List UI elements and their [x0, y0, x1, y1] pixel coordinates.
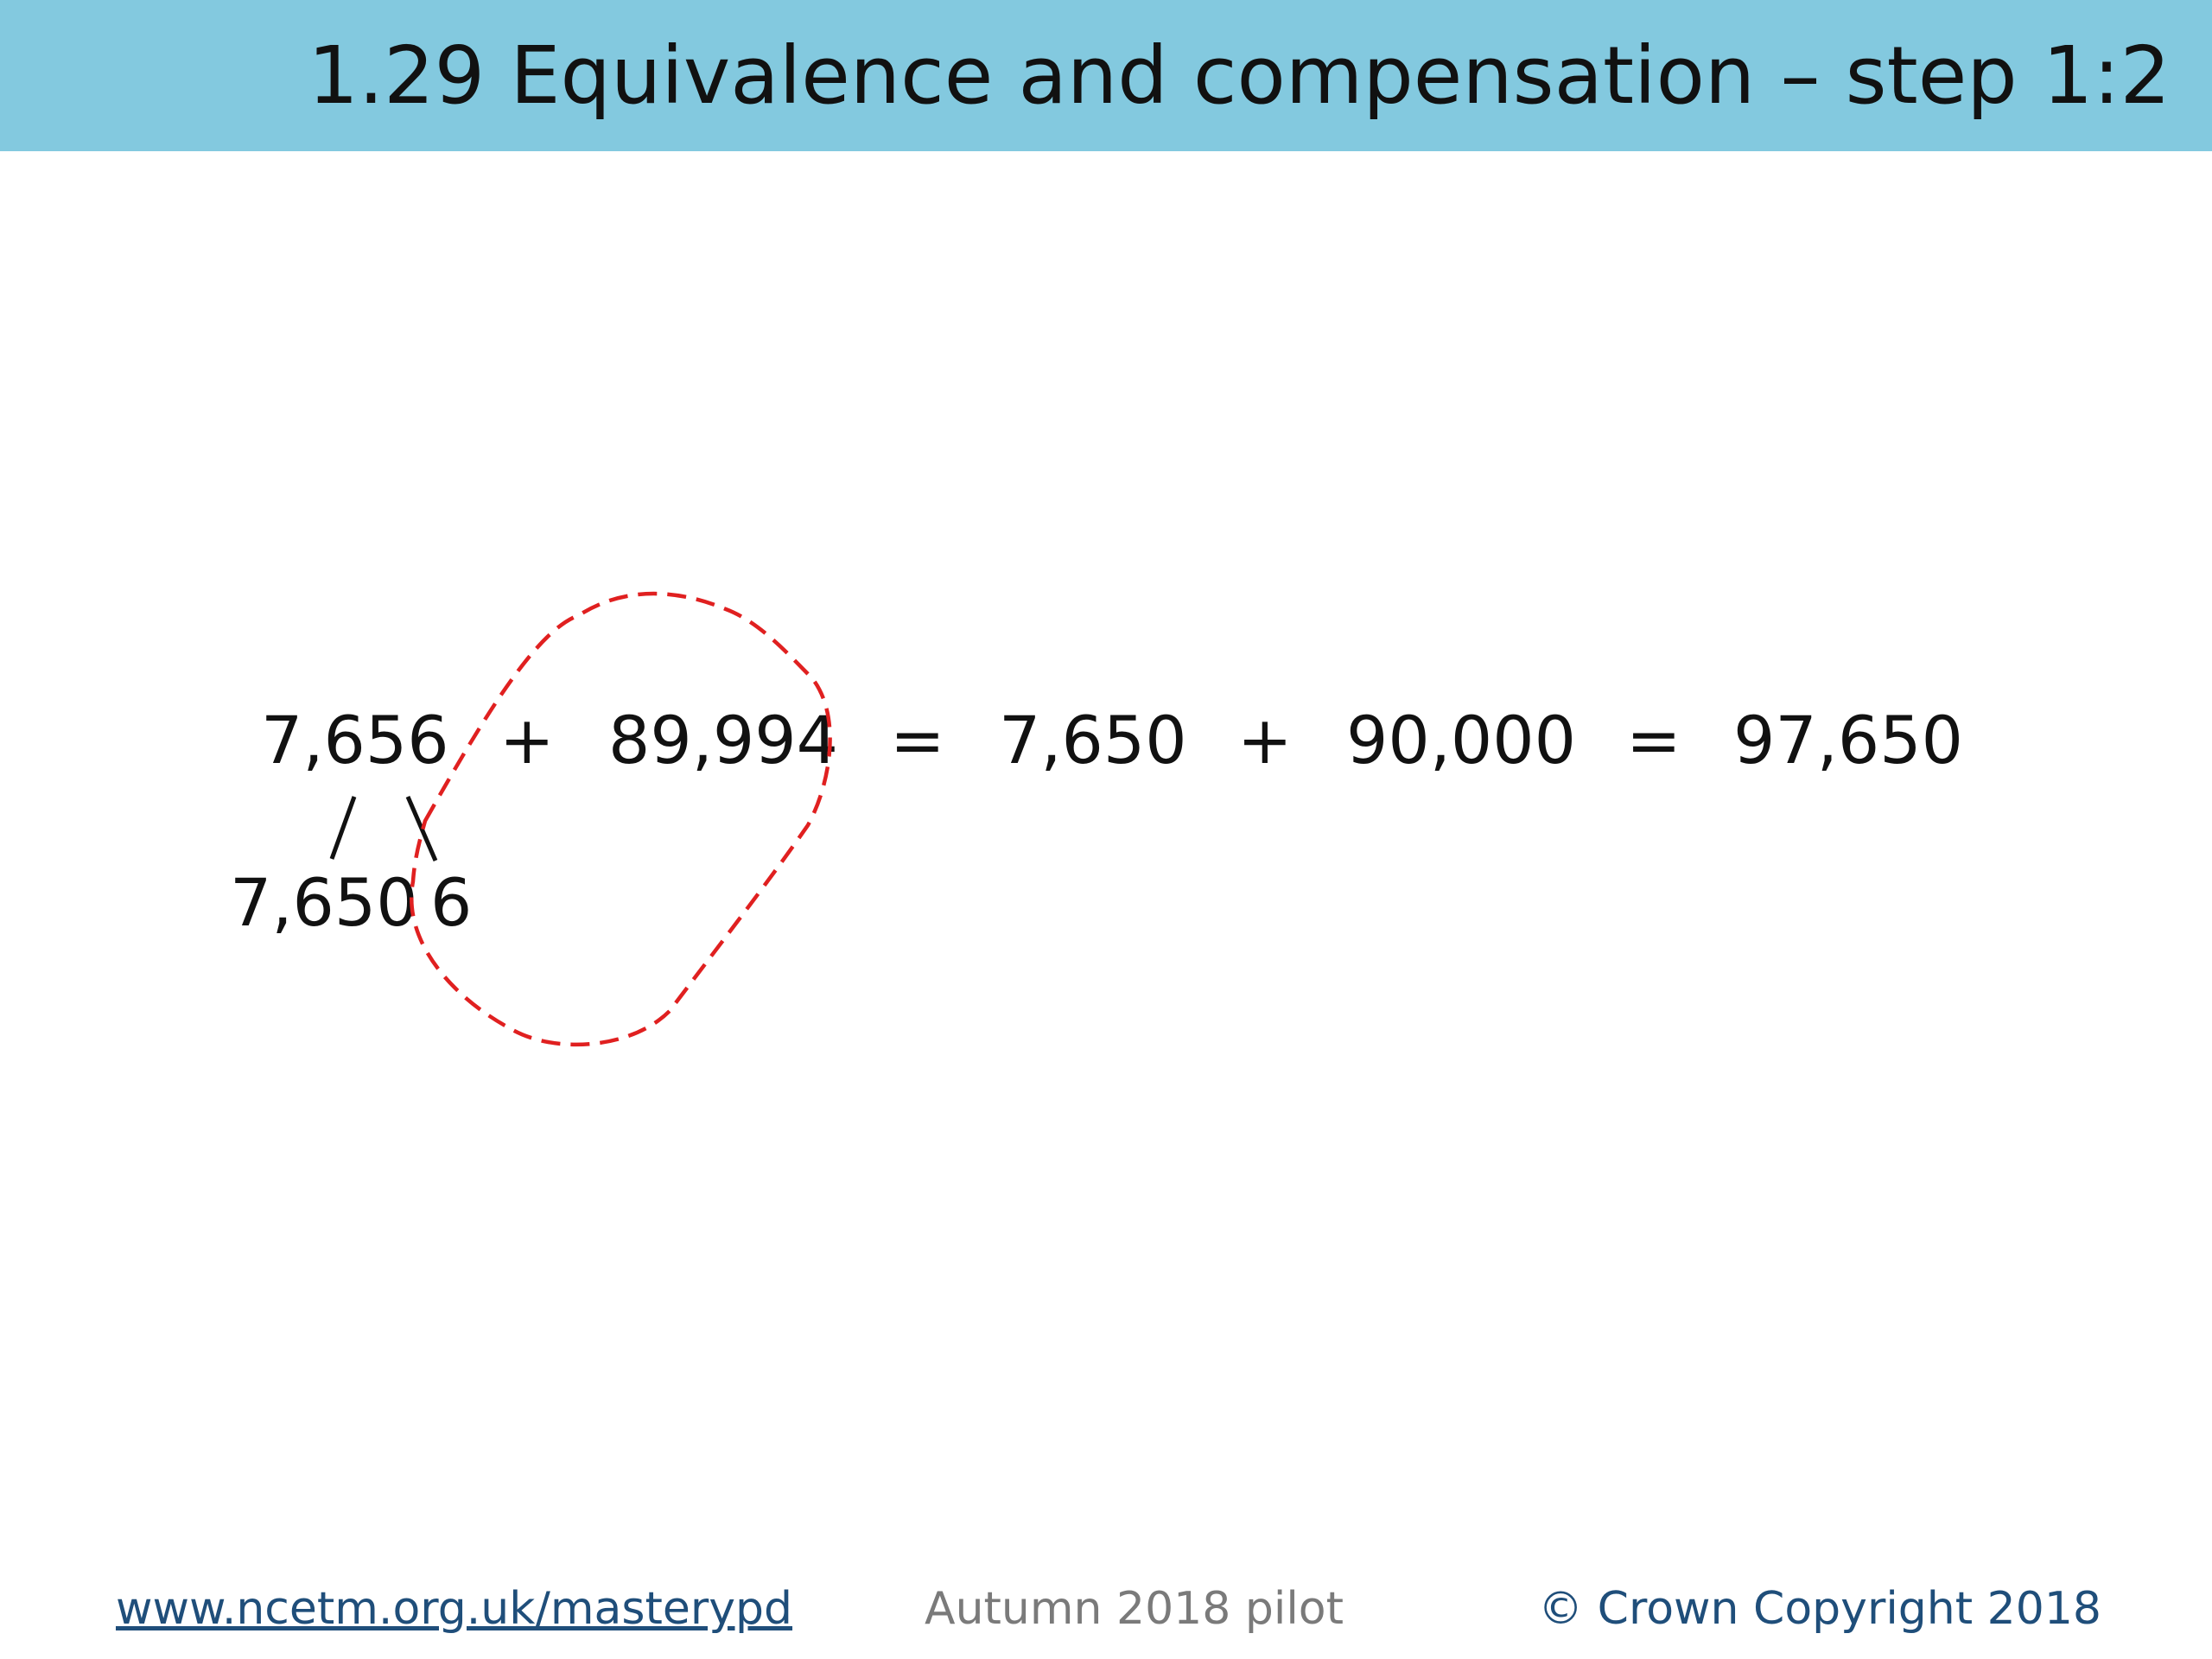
plus-sign-2: + [1237, 702, 1293, 779]
slide-title: 1.29 Equivalence and compensation – step… [308, 29, 2171, 122]
result-97650: 97,650 [1733, 702, 1963, 779]
slide-header: 1.29 Equivalence and compensation – step… [0, 0, 2212, 151]
footer-copyright: © Crown Copyright 2018 [1538, 1583, 2101, 1635]
term-89994: 89,994 [608, 702, 838, 779]
equals-sign-2: = [1626, 702, 1681, 779]
term-90000: 90,000 [1346, 702, 1576, 779]
footer-link[interactable]: www.ncetm.org.uk/masterypd [116, 1583, 793, 1635]
equals-sign-1: = [890, 702, 945, 779]
partition-part-7650: 7,650 [230, 864, 418, 941]
plus-sign-1: + [499, 702, 555, 779]
term-7656: 7,656 [261, 702, 449, 779]
term-7650: 7,650 [999, 702, 1187, 779]
partition-branch-right [405, 796, 438, 861]
footer-pilot-label: Autumn 2018 pilot [925, 1583, 1344, 1635]
partition-part-6: 6 [430, 864, 473, 941]
compensation-loop [410, 591, 832, 1047]
partition-branch-left [329, 796, 357, 860]
